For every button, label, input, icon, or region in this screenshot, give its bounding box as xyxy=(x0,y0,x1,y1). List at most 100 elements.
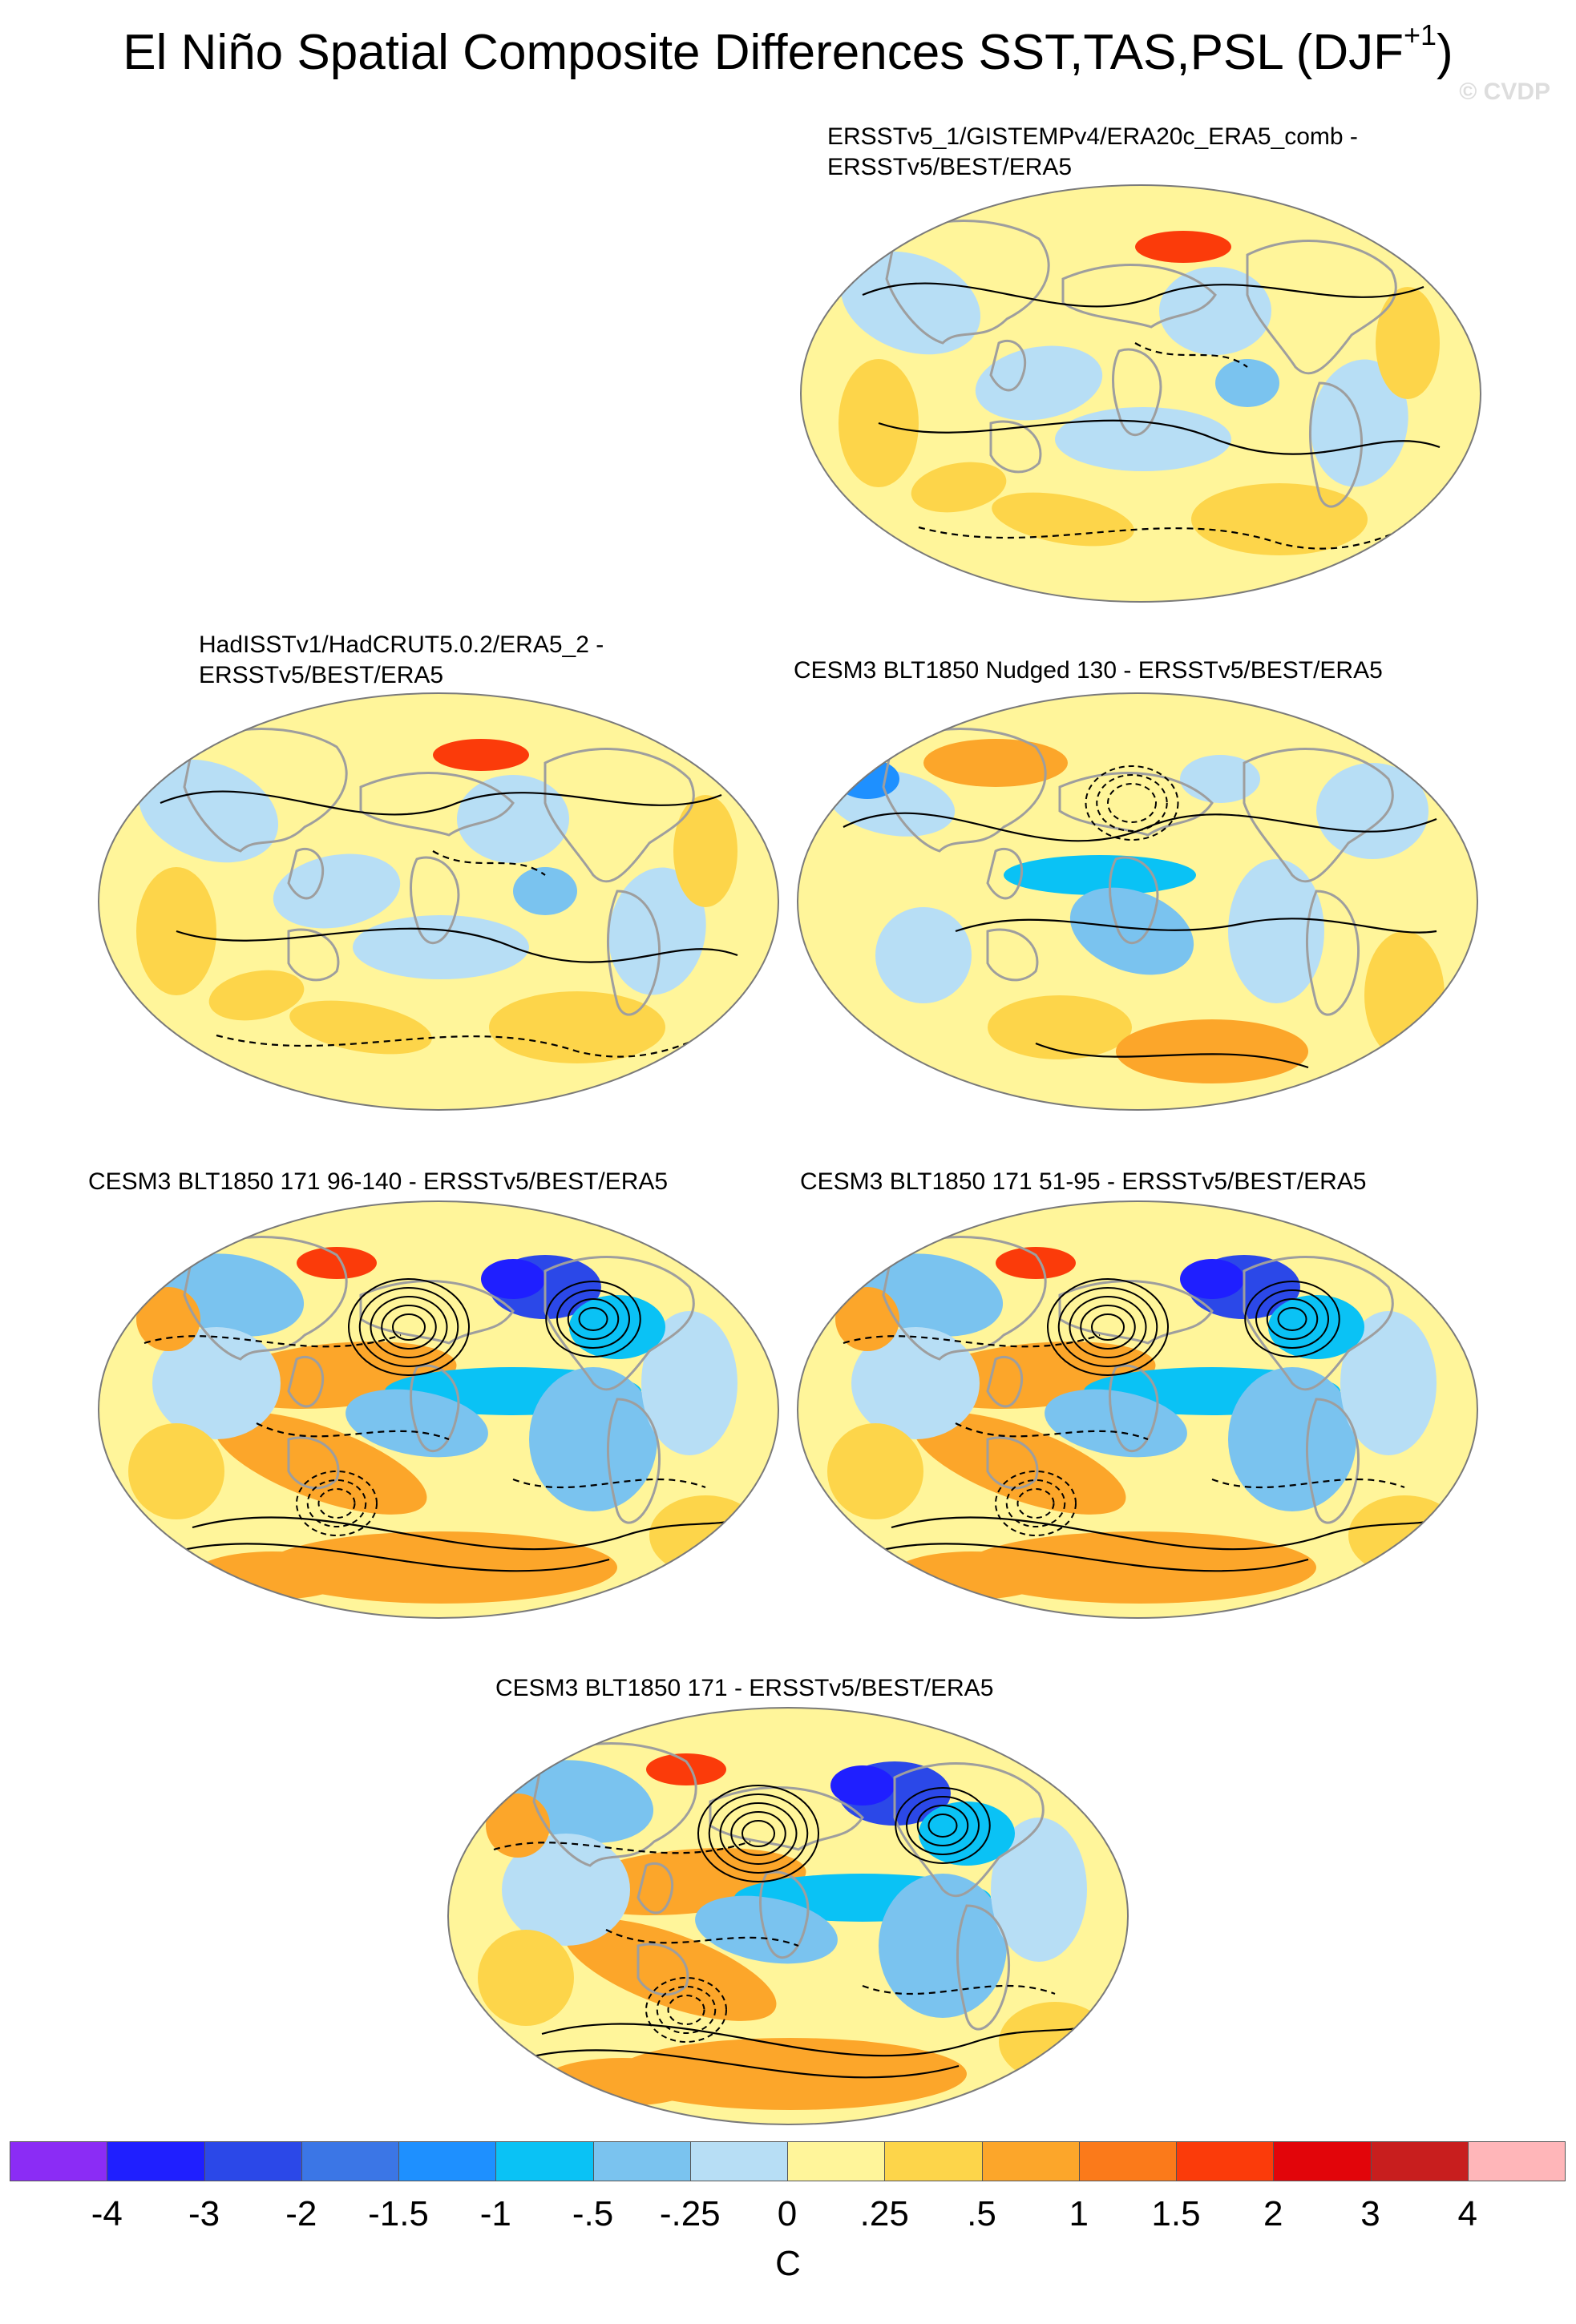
panel-label-p4: CESM3 BLT1850 171 96-140 - ERSSTv5/BEST/… xyxy=(88,1168,669,1195)
psl-contour-ring xyxy=(370,1296,448,1358)
colorbar-tick-label: 2 xyxy=(1263,2194,1283,2233)
anomaly-region xyxy=(346,1389,488,1458)
coastline xyxy=(882,728,1047,853)
anomaly-region xyxy=(835,1287,899,1351)
coastline xyxy=(359,772,515,837)
coastline xyxy=(1112,348,1162,437)
psl-contour-negative xyxy=(432,850,546,876)
coastline xyxy=(544,748,695,883)
anomaly-region xyxy=(1215,359,1279,407)
coastline xyxy=(607,890,661,1016)
colorbar-tick-label: 3 xyxy=(1360,2194,1380,2233)
psl-contour-ring xyxy=(927,1814,958,1838)
colorbar-tick-label: 1.5 xyxy=(1151,2194,1201,2233)
map-panel-p1 xyxy=(800,184,1481,603)
anomaly-region xyxy=(502,1834,630,1946)
map-border xyxy=(800,184,1481,603)
coastline xyxy=(183,1236,348,1361)
colorbar-segment xyxy=(398,2141,497,2181)
psl-contour-ring xyxy=(730,1811,786,1856)
coastline xyxy=(956,1904,1011,2031)
coastline xyxy=(544,1256,695,1391)
anomaly-region xyxy=(128,1423,224,1519)
colorbar-segment xyxy=(495,2141,594,2181)
coastline xyxy=(1309,381,1364,508)
anomaly-region xyxy=(433,739,529,771)
coastline xyxy=(183,728,348,853)
psl-contour-ring xyxy=(708,1793,809,1874)
colorbar-segment xyxy=(884,2141,983,2181)
colorbar-segment xyxy=(1467,2141,1566,2181)
psl-contour-positive xyxy=(875,1543,1309,1572)
psl-contour-positive xyxy=(160,790,722,816)
psl-contour-ring xyxy=(742,1820,775,1847)
coastline xyxy=(1243,748,1394,883)
map-border xyxy=(447,1707,1129,2125)
coastline xyxy=(1109,1364,1159,1453)
anomaly-region xyxy=(840,251,981,355)
anomaly-region xyxy=(673,795,737,907)
map-border xyxy=(98,692,779,1111)
psl-contour-positive xyxy=(176,1543,610,1572)
anomaly-region xyxy=(138,759,279,863)
anomaly-region xyxy=(1159,267,1271,355)
psl-contour-negative xyxy=(512,1478,706,1489)
anomaly-region xyxy=(1316,763,1429,859)
psl-contour-positive xyxy=(955,918,1437,934)
psl-contour-ring xyxy=(1085,765,1179,841)
psl-contour-positive xyxy=(891,1516,1437,1551)
psl-contour-ring xyxy=(348,1278,470,1376)
coastline xyxy=(1061,264,1217,329)
psl-contour-negative xyxy=(862,1984,1056,1995)
cvdp-watermark: © CVDP xyxy=(1459,79,1550,105)
colorbar-segment xyxy=(592,2141,691,2181)
anomaly-region xyxy=(1180,755,1260,803)
psl-contour-negative xyxy=(1134,342,1248,368)
coastline xyxy=(359,1280,515,1345)
anomaly-region xyxy=(919,1802,1015,1866)
coastline xyxy=(986,1355,1024,1408)
coastline xyxy=(287,1436,340,1490)
psl-contour-positive xyxy=(878,419,1441,455)
psl-contour-ring xyxy=(358,1287,459,1367)
colorbar-tick-label: 0 xyxy=(777,2194,798,2233)
psl-contour-negative xyxy=(256,1422,450,1441)
anomaly-region xyxy=(991,1818,1087,1962)
psl-contour-positive xyxy=(862,282,1424,308)
coastline xyxy=(1306,890,1360,1016)
anomaly-region xyxy=(1228,859,1324,1003)
map-field xyxy=(801,185,1481,602)
coastline xyxy=(636,1943,689,1996)
colorbar-tick-label: -.5 xyxy=(572,2194,614,2233)
anomaly-region xyxy=(1228,1367,1356,1511)
psl-contour-ring xyxy=(906,1796,980,1855)
anomaly-region xyxy=(478,1930,574,2026)
anomaly-region xyxy=(1069,887,1194,975)
coastline xyxy=(1109,856,1159,945)
psl-contour-ring xyxy=(567,1298,620,1340)
colorbar-tick-label: -3 xyxy=(188,2194,220,2233)
anomaly-region xyxy=(1191,483,1368,555)
panel-label-p2: HadISSTv1/HadCRUT5.0.2/ERA5_2 - ERSSTv5/… xyxy=(199,631,604,688)
anomaly-region xyxy=(1004,855,1196,895)
anomaly-region xyxy=(996,1247,1076,1279)
coastline xyxy=(986,847,1024,900)
psl-contour-positive xyxy=(541,2023,1088,2057)
colorbar-tick-label: .25 xyxy=(859,2194,909,2233)
psl-contour-ring xyxy=(1255,1289,1329,1349)
colorbar-segment xyxy=(787,2141,886,2181)
psl-contour-ring xyxy=(1091,1313,1125,1341)
psl-contour-ring xyxy=(719,1802,798,1865)
anomaly-region xyxy=(481,1259,545,1299)
map-field xyxy=(99,1201,778,1618)
anomaly-region xyxy=(975,345,1103,421)
coastline xyxy=(410,856,460,945)
anomaly-region xyxy=(457,775,569,863)
panel-label-p1: ERSSTv5_1/GISTEMPv4/ERA20c_ERA5_comb - E… xyxy=(827,123,1358,180)
colorbar-segment xyxy=(204,2141,302,2181)
psl-contour-ring xyxy=(306,1479,367,1527)
figure-title: El Niño Spatial Composite Differences SS… xyxy=(123,18,1453,80)
anomaly-region xyxy=(297,1247,377,1279)
psl-contour-ring xyxy=(317,1488,356,1519)
coastline xyxy=(1306,1398,1360,1524)
